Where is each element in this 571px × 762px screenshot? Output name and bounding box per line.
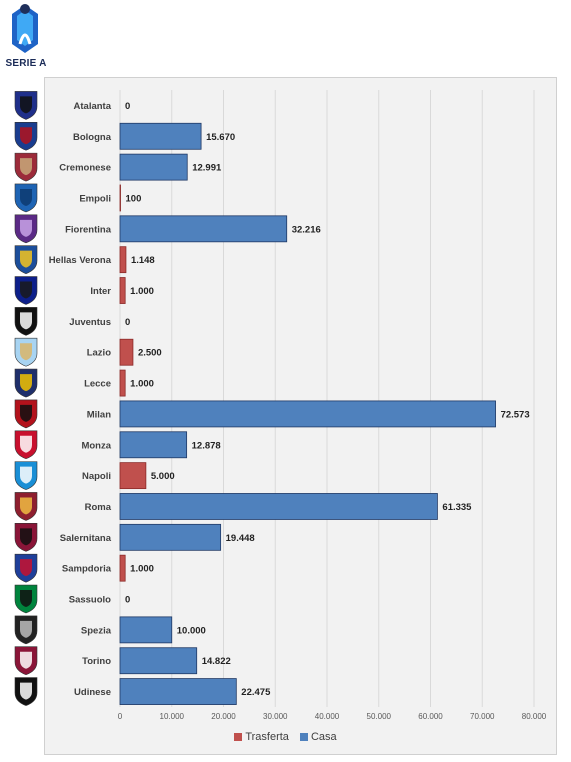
x-tick-label: 0: [118, 712, 123, 721]
lazio-crest-icon: [14, 337, 38, 367]
napoli-crest-icon: [14, 461, 38, 490]
udinese-crest-icon: [14, 677, 38, 706]
category-label: Cremonese: [59, 163, 111, 174]
data-label: 100: [126, 193, 142, 204]
category-label: Empoli: [79, 193, 111, 204]
chart-panel: 0 10.000 20.000 30.000 40.000 50.000 60.000 70.…: [44, 77, 557, 755]
category-label: Torino: [82, 656, 111, 667]
data-label: 15.670: [206, 132, 235, 143]
data-label: 1.000: [130, 379, 154, 390]
bar-fiorentina: [119, 215, 288, 243]
data-label: 12.991: [192, 163, 222, 174]
bar-hellas-verona: [119, 246, 127, 274]
data-label: 61.335: [442, 502, 472, 513]
data-label: 0: [125, 317, 130, 328]
category-label: Udinese: [74, 687, 111, 698]
juventus-crest-icon: [14, 307, 38, 336]
x-tick-label: 40.000: [315, 712, 340, 721]
legend-swatch-casa: [299, 733, 308, 741]
category-label: Lazio: [87, 348, 111, 359]
bar-napoli: [119, 462, 147, 490]
serie-a-logo: SERIE A: [0, 0, 50, 76]
bar-lazio: [119, 338, 134, 366]
x-tick-label: 60.000: [418, 712, 443, 721]
serie-a-logo-icon: [12, 4, 38, 53]
torino-crest-icon: [14, 646, 38, 676]
category-label: Napoli: [82, 471, 111, 482]
data-label: 1.000: [130, 564, 154, 575]
category-label: Fiorentina: [65, 224, 112, 235]
cremonese-crest-icon: [14, 152, 38, 182]
data-label: 10.000: [177, 625, 206, 636]
legend-label-casa: Casa: [310, 731, 337, 743]
category-label: Sassuolo: [69, 595, 111, 606]
bar-roma: [119, 493, 438, 520]
spezia-crest-icon: [14, 615, 38, 645]
x-tick-label: 30.000: [263, 712, 288, 721]
bar-udinese: [119, 678, 237, 705]
data-label: 32.216: [292, 224, 321, 235]
category-label: Hellas Verona: [49, 255, 112, 266]
category-label: Atalanta: [74, 101, 112, 112]
category-label: Milan: [87, 409, 111, 420]
bar-sampdoria: [119, 554, 126, 582]
salernitana-crest-icon: [14, 523, 38, 552]
serie-a-logo-text: SERIE A: [5, 58, 47, 69]
inter-crest-icon: [14, 276, 38, 305]
chart-legend: Trasferta Casa: [0, 731, 571, 744]
legend-swatch-trasferta: [234, 733, 243, 741]
sassuolo-crest-icon: [14, 584, 38, 614]
data-label: 22.475: [241, 687, 271, 698]
data-label: 1.148: [131, 255, 155, 266]
bar-milan: [119, 400, 496, 428]
sampdoria-crest-icon: [14, 553, 38, 583]
bar-monza: [119, 431, 188, 459]
category-label: Lecce: [84, 379, 111, 390]
category-label: Spezia: [81, 625, 112, 636]
atalanta-crest-icon: [14, 91, 38, 120]
category-label: Roma: [85, 502, 112, 513]
data-label: 72.573: [501, 409, 530, 420]
x-tick-label: 10.000: [160, 712, 185, 721]
category-label: Monza: [81, 440, 111, 451]
x-tick-label: 80.000: [522, 712, 547, 721]
bar-lecce: [119, 369, 126, 397]
bar-empoli: [119, 184, 121, 212]
legend-item-trasferta: Trasferta: [234, 731, 289, 743]
hellas-verona-crest-icon: [14, 245, 38, 274]
data-label: 12.878: [192, 440, 221, 451]
bologna-crest-icon: [14, 121, 38, 151]
x-tick-label: 20.000: [211, 712, 236, 721]
data-label: 5.000: [151, 471, 175, 482]
category-label: Bologna: [73, 132, 112, 143]
data-label: 19.448: [226, 533, 255, 544]
data-label: 1.000: [130, 286, 154, 297]
roma-crest-icon: [14, 492, 38, 521]
legend-label-trasferta: Trasferta: [245, 731, 289, 743]
empoli-crest-icon: [14, 183, 38, 213]
bar-bologna: [119, 122, 202, 150]
bar-cremonese: [119, 153, 188, 181]
data-label: 2.500: [138, 348, 162, 359]
milan-crest-icon: [14, 399, 38, 429]
bar-salernitana: [119, 523, 222, 551]
monza-crest-icon: [14, 430, 38, 460]
category-label: Juventus: [69, 317, 111, 328]
bar-spezia: [119, 616, 173, 644]
x-tick-label: 70.000: [470, 712, 495, 721]
data-label: 14.822: [202, 656, 231, 667]
bar-chart: 0 10.000 20.000 30.000 40.000 50.000 60.000 70.…: [49, 90, 547, 721]
bar-inter: [119, 277, 126, 304]
fiorentina-crest-icon: [14, 214, 38, 244]
x-tick-label: 50.000: [367, 712, 392, 721]
legend-item-casa: Casa: [299, 731, 337, 743]
lecce-crest-icon: [14, 368, 38, 398]
bar-torino: [119, 647, 198, 675]
team-crests: [14, 91, 38, 706]
category-label: Inter: [90, 286, 111, 297]
data-label: 0: [125, 595, 130, 606]
category-label: Salernitana: [60, 533, 112, 544]
data-label: 0: [125, 101, 130, 112]
category-label: Sampdoria: [62, 564, 112, 575]
